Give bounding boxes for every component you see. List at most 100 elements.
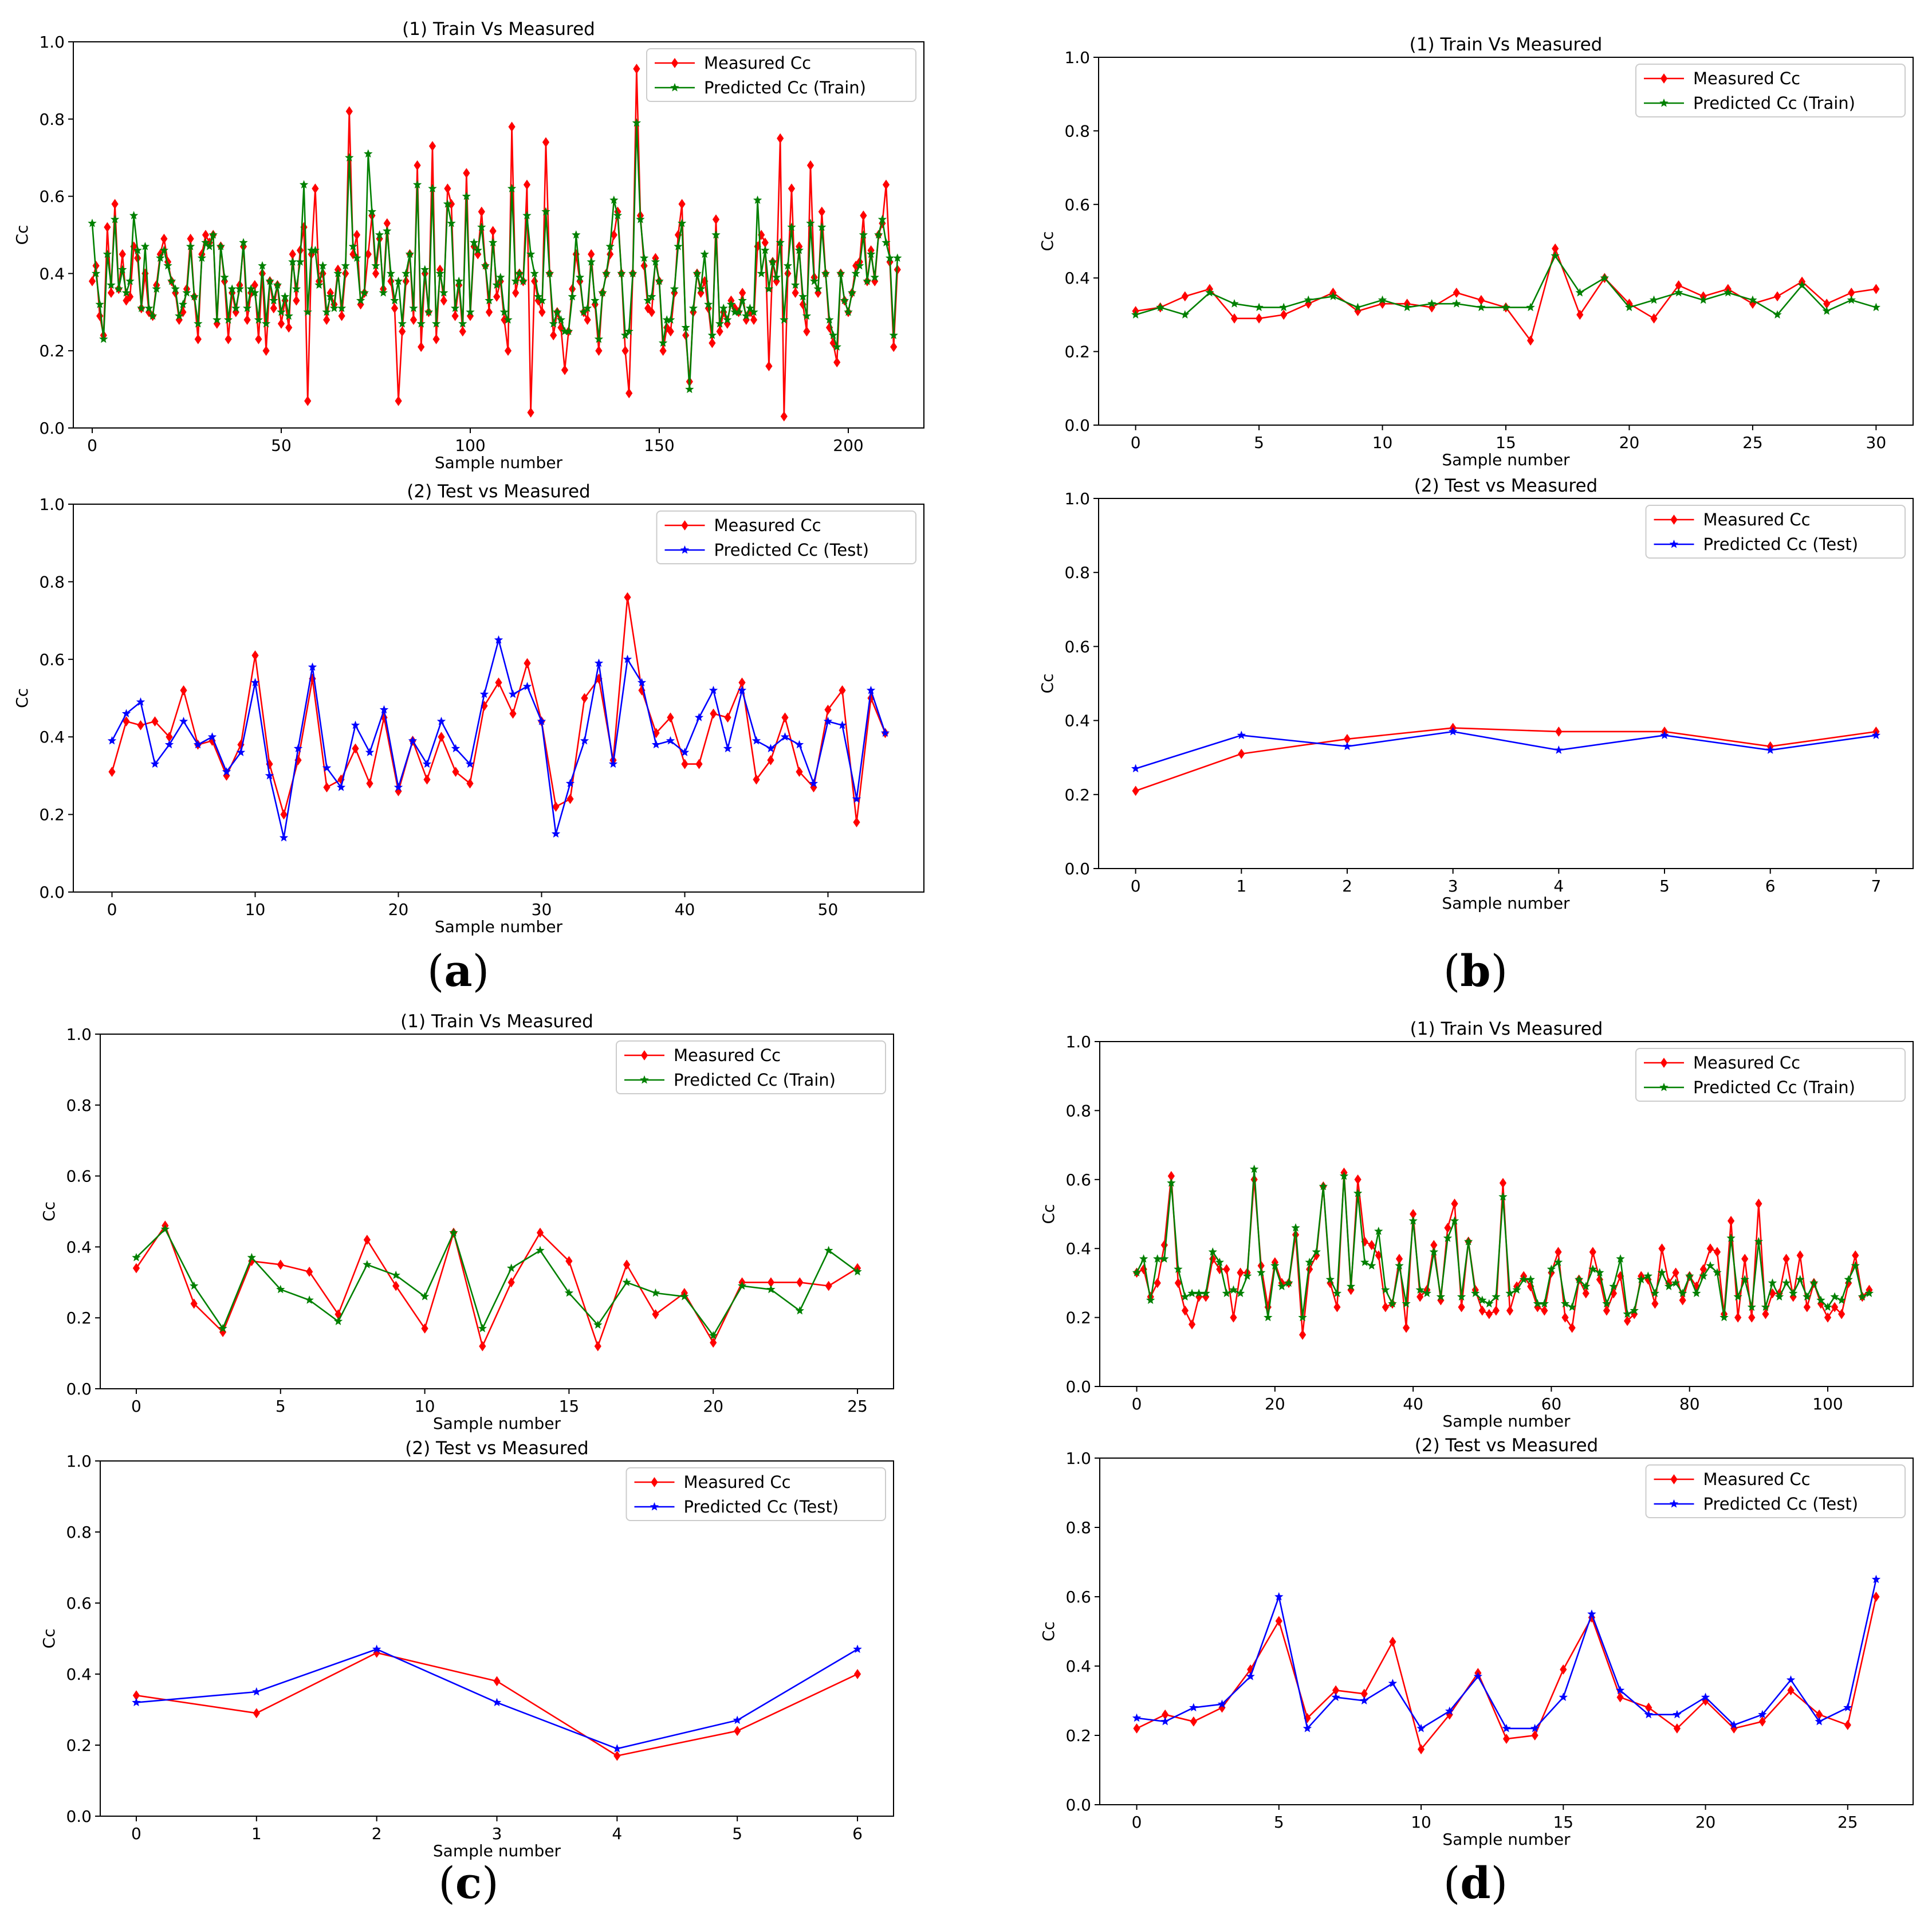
x-tick-label: 0 [107,900,117,919]
data-point-train [874,230,883,239]
y-tick-label: 0.6 [1065,1170,1091,1189]
data-point-measured [561,365,569,375]
y-tick-label: 0.4 [66,1665,92,1684]
data-point-measured [111,199,119,209]
y-tick-label: 1.0 [39,495,65,514]
data-point-measured [667,712,674,723]
chart-title: (2) Test vs Measured [407,481,590,502]
series-test [132,1644,862,1753]
data-point-train [1256,1268,1266,1276]
data-point-measured [391,303,399,313]
data-point-train [1378,295,1387,304]
data-point-train [1761,1302,1770,1311]
data-point-train [1470,1289,1480,1298]
legend-marker-measured [651,1477,658,1487]
chart-title: (1) Train Vs Measured [1410,34,1603,55]
data-point-train [363,1260,372,1268]
data-point-train [333,1317,343,1325]
data-point-train [575,273,585,281]
data-point-measured [277,319,285,329]
data-point-train [1609,1282,1618,1290]
data-point-test [837,720,847,729]
data-point-measured [1478,1305,1486,1316]
data-point-train [1649,295,1659,304]
data-point-train [189,1281,199,1290]
data-point-measured [1872,1592,1880,1602]
data-point-train [1512,1285,1521,1294]
y-tick-label: 0.0 [66,1380,92,1399]
data-point-test [1530,1723,1540,1733]
data-point-test [150,759,160,768]
y-tick-label: 0.0 [1064,416,1090,435]
data-point-measured [1451,1199,1458,1209]
data-point-measured [509,708,517,719]
data-point-measured [512,288,520,298]
data-point-measured [1181,1305,1189,1316]
data-point-train [284,311,293,320]
data-point-train [322,307,331,316]
data-point-train [213,315,222,324]
data-point-measured [243,315,251,325]
data-point-measured [734,1726,741,1737]
data-point-train [526,249,536,258]
data-point-test [1729,1720,1738,1729]
panel-label-b: (b) [1443,945,1508,996]
legend-box [1645,1464,1906,1518]
data-point-test [207,732,217,741]
data-point-train [761,245,770,254]
data-point-train [685,384,694,394]
data-point-train [1768,1278,1777,1287]
data-point-train [305,1295,314,1304]
data-point-measured [1560,1664,1567,1675]
data-point-train [889,331,898,339]
legend-label-train: Predicted Cc (Train) [674,1070,836,1090]
legend-label-train: Predicted Cc (Train) [1693,1078,1855,1097]
data-point-train [492,280,501,289]
data-point-train [1699,295,1708,304]
x-tick-label: 5 [276,1397,286,1416]
data-point-train [258,261,267,270]
y-tick-label: 0.6 [39,187,65,206]
data-point-test [1502,1723,1511,1733]
data-point-test [265,771,274,780]
data-point-train [1339,1171,1349,1180]
data-point-train [132,1252,141,1262]
data-point-train [1249,1164,1259,1173]
data-point-measured [255,334,262,344]
data-point-measured [1237,1267,1244,1278]
data-point-test [422,759,432,768]
data-point-test [236,748,246,756]
data-point-test [279,833,289,842]
data-point-measured [750,315,758,325]
data-point-train [242,303,252,312]
data-point-test [1217,1699,1227,1708]
data-point-train [329,303,339,312]
data-point-test [866,685,876,694]
legend-marker-measured [1660,1058,1668,1068]
x-tick-label: 40 [675,900,695,919]
data-point-train [851,269,860,277]
legend-marker-train [640,1075,649,1084]
data-point-train [1328,292,1338,300]
data-point-test [1644,1710,1653,1719]
data-point-measured [724,712,731,723]
data-point-train [1205,288,1214,297]
chart-c-test: (2) Test vs Measured 0.0 0.2 0.4 0.6 0.8 1.0 0 1… [40,1438,894,1860]
data-point-measured [890,341,898,352]
data-point-train [506,1263,516,1272]
data-point-train [488,238,498,247]
data-point-measured [366,778,373,789]
data-point-train [499,307,509,316]
data-point-train [518,276,528,285]
data-point-train [1429,1247,1439,1256]
data-point-measured [1492,1305,1500,1316]
data-point-test [733,1715,742,1724]
y-tick-label: 0.2 [39,806,65,824]
data-point-train [227,284,237,293]
data-point-measured [1576,309,1584,320]
data-point-train [159,245,169,254]
data-point-train [1526,1275,1535,1283]
legend-marker-measured [1660,73,1668,84]
x-tick-label: 10 [245,900,266,919]
data-point-measured [1852,1250,1859,1261]
